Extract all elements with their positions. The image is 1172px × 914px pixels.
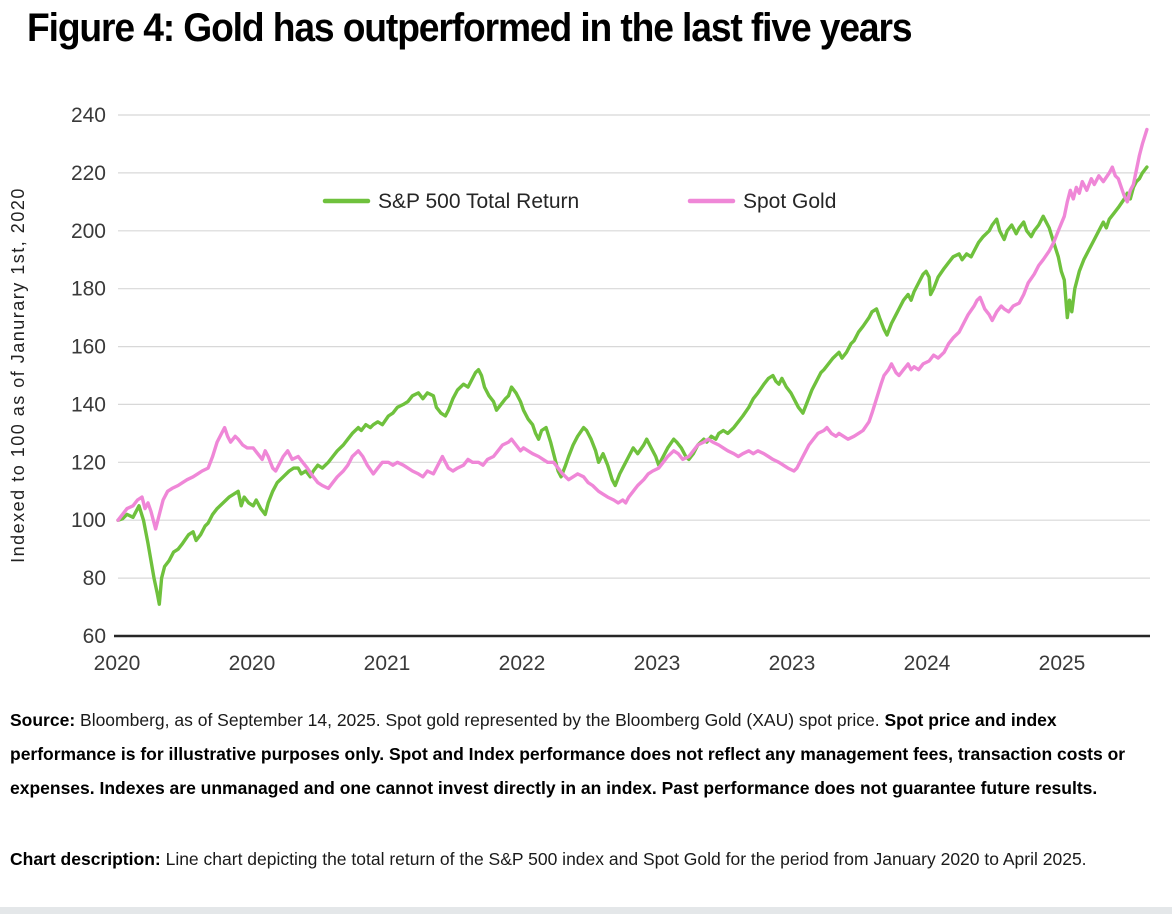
chart-description: Chart description: Line chart depicting … [10,842,1160,876]
sp500-line [116,165,1149,606]
source-label: Source: [10,710,76,730]
y-tick-label: 120 [71,451,106,474]
spot-gold-line [116,127,1149,531]
x-tick-label: 2023 [634,652,681,675]
y-tick-label: 200 [71,220,106,243]
x-tick-label: 2023 [769,652,816,675]
bottom-edge-strip [0,907,1172,914]
y-tick-label: 140 [71,393,106,416]
x-tick-label: 2021 [364,652,411,675]
y-tick-label: 60 [83,625,106,648]
x-tick-label: 2025 [1039,652,1086,675]
chart-description-text: Line chart depicting the total return of… [160,849,1087,869]
figure-title: Figure 4: Gold has outperformed in the l… [27,6,913,50]
x-tick-label: 2020 [229,652,276,675]
y-tick-label: 220 [71,162,106,185]
chart-legend: S&P 500 Total Return Spot Gold [322,190,836,213]
y-axis-ticks: 240 220 200 180 160 140 120 100 80 60 [71,104,106,648]
chart-description-label: Chart description: [10,849,161,869]
x-tick-label: 2022 [499,652,546,675]
chart-area: 240 220 200 180 160 140 120 100 80 60 20… [0,80,1172,700]
source-disclaimer: Spot price and index performance is for … [10,710,1126,798]
x-tick-label: 2024 [904,652,951,675]
sp500-legend-label: S&P 500 Total Return [378,190,579,213]
y-tick-label: 180 [71,278,106,301]
y-tick-label: 240 [71,104,106,127]
x-tick-label: 2020 [94,652,141,675]
y-tick-label: 160 [71,336,106,359]
y-tick-label: 100 [71,509,106,532]
spot-gold-legend-label: Spot Gold [743,190,836,213]
x-axis-ticks: 2020 2020 2021 2022 2023 2023 2024 2025 [94,652,1086,675]
y-axis-title: Indexed to 100 as of Janurary 1st, 2020 [8,187,28,563]
gridlines [118,114,1150,579]
source-note: Source: Bloomberg, as of September 14, 2… [10,703,1160,805]
series-layer [116,127,1149,606]
source-text: Bloomberg, as of September 14, 2025. Spo… [75,710,885,730]
performance-chart: 240 220 200 180 160 140 120 100 80 60 20… [8,104,1150,675]
y-tick-label: 80 [83,567,106,590]
